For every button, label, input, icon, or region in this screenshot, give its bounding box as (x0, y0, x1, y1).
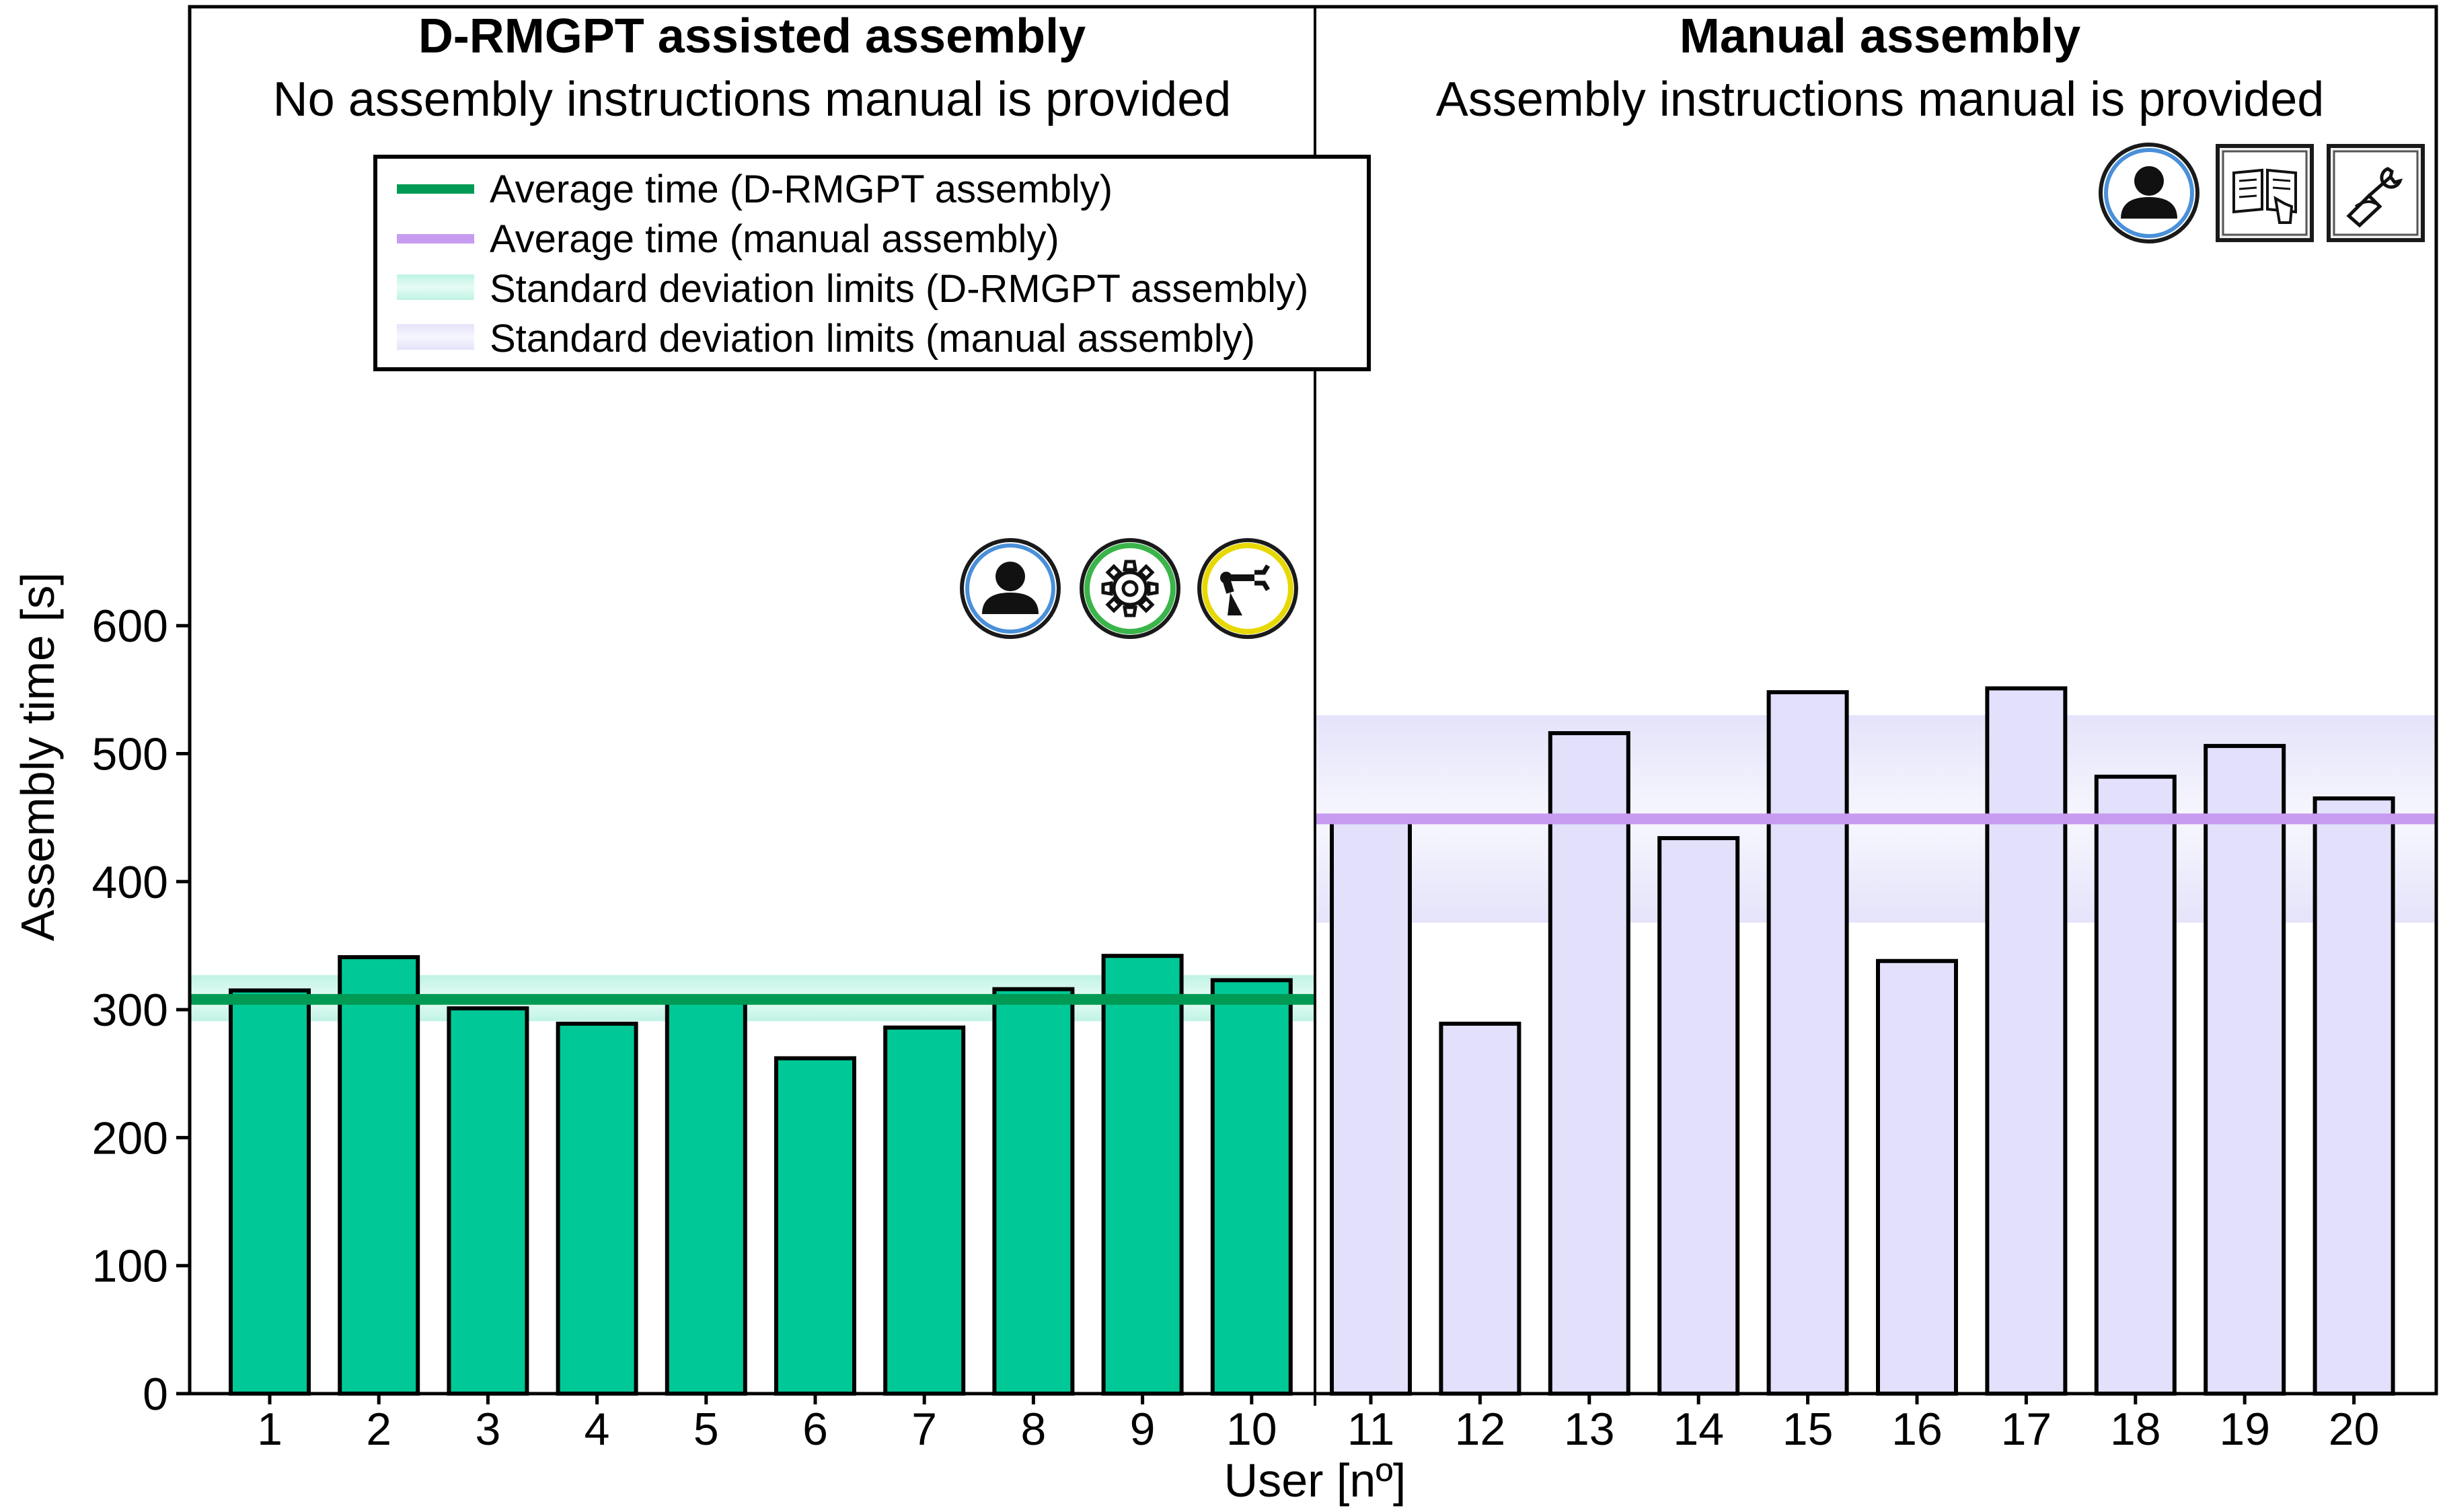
x-tick-label-9: 9 (1130, 1404, 1156, 1455)
plot-frame (188, 5, 2438, 1396)
manual-book-icon (2216, 144, 2314, 242)
y-tick-label-100: 100 (92, 1241, 168, 1292)
gear-icon (1080, 538, 1180, 639)
left-panel-subtitle: No assembly instructions manual is provi… (273, 73, 1232, 126)
bar-user-20 (2312, 796, 2395, 1396)
bar-user-3 (447, 1006, 529, 1396)
bar-user-9 (1101, 954, 1184, 1396)
x-tick-label-10: 10 (1226, 1404, 1277, 1455)
bar-user-5 (665, 998, 747, 1396)
x-tick-label-14: 14 (1673, 1404, 1724, 1455)
legend-swatch-std-drmgpt (397, 274, 474, 300)
left-panel-title: D-RMGPT assisted assembly (418, 9, 1086, 63)
bar-user-10 (1210, 978, 1293, 1396)
bar-user-14 (1657, 836, 1740, 1396)
wrench-hand-icon (2327, 144, 2425, 242)
y-tick-label-600: 600 (92, 601, 168, 652)
right-panel-subtitle: Assembly instructions manual is provided (1436, 73, 2325, 126)
bar-user-18 (2094, 774, 2177, 1396)
x-tick-label-17: 17 (2001, 1404, 2052, 1455)
bar-user-1 (229, 988, 311, 1396)
x-tick-label-2: 2 (366, 1404, 391, 1455)
x-tick-label-3: 3 (475, 1404, 500, 1455)
x-tick-label-12: 12 (1455, 1404, 1506, 1455)
legend-label-avg-manual: Average time (manual assembly) (490, 217, 1059, 261)
bar-user-19 (2204, 744, 2286, 1396)
bar-user-8 (992, 987, 1075, 1396)
bar-user-4 (556, 1022, 638, 1396)
x-tick-label-19: 19 (2219, 1404, 2270, 1455)
legend: Average time (D-RMGPT assembly) Average … (373, 155, 1371, 371)
y-tick-label-0: 0 (143, 1369, 168, 1420)
y-tick-label-500: 500 (92, 729, 168, 780)
y-tick-label-200: 200 (92, 1112, 168, 1164)
x-tick-label-18: 18 (2110, 1404, 2161, 1455)
y-tick-label-300: 300 (92, 985, 168, 1036)
bar-user-11 (1330, 818, 1412, 1396)
x-tick-label-5: 5 (693, 1404, 719, 1455)
bar-user-12 (1439, 1022, 1521, 1396)
bar-user-15 (1766, 690, 1849, 1396)
x-tick-label-4: 4 (585, 1404, 610, 1455)
right-panel-title: Manual assembly (1680, 9, 2080, 63)
bar-user-16 (1876, 958, 1958, 1396)
x-tick-label-8: 8 (1020, 1404, 1046, 1455)
bar-user-2 (338, 955, 420, 1396)
y-tick-label-400: 400 (92, 857, 168, 908)
x-tick-label-6: 6 (802, 1404, 828, 1455)
legend-label-avg-drmgpt: Average time (D-RMGPT assembly) (490, 167, 1113, 211)
x-tick-label-15: 15 (1782, 1404, 1834, 1455)
user-icon (2099, 143, 2199, 243)
robot-arm-icon (1197, 538, 1298, 639)
x-tick-label-11: 11 (1347, 1404, 1395, 1455)
bar-user-7 (883, 1025, 966, 1396)
bar-user-13 (1548, 731, 1630, 1396)
x-tick-label-13: 13 (1564, 1404, 1615, 1455)
user-icon (960, 538, 1061, 639)
bar-user-17 (1985, 686, 2068, 1396)
legend-label-std-drmgpt: Standard deviation limits (D-RMGPT assem… (490, 267, 1308, 311)
bar-user-6 (774, 1056, 856, 1396)
x-tick-label-1: 1 (257, 1404, 283, 1455)
x-tick-label-16: 16 (1891, 1404, 1943, 1455)
legend-swatch-std-manual (397, 324, 474, 350)
legend-label-std-manual: Standard deviation limits (manual assemb… (490, 317, 1255, 361)
legend-box (373, 155, 1371, 371)
y-axis-title: Assembly time [s] (11, 572, 64, 941)
x-tick-label-7: 7 (911, 1404, 937, 1455)
x-axis-title: User [nº] (1224, 1454, 1406, 1507)
x-tick-label-20: 20 (2329, 1404, 2380, 1455)
